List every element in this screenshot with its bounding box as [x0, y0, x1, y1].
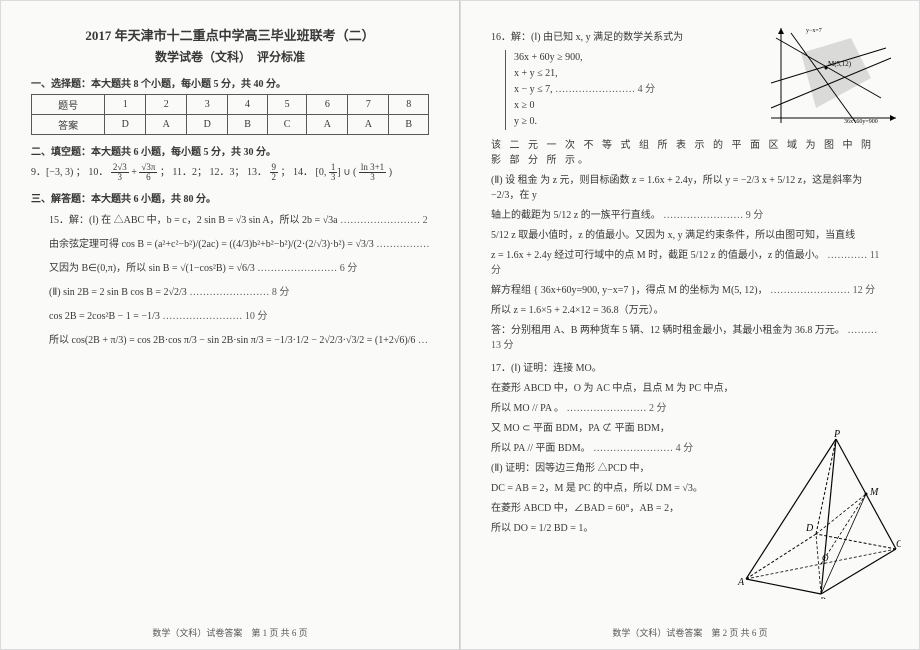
q15-l1: 由余弦定理可得 cos B = (a²+c²−b²)/(2ac) = ((4/3… [49, 236, 429, 253]
line-label: 36x+60y=900 [844, 119, 878, 125]
svg-text:A: A [737, 577, 745, 588]
table-row: 答案 D A D B C A A B [32, 115, 429, 135]
svg-text:P: P [833, 429, 840, 440]
q16-note: 该 二 元 一 次 不 等 式 组 所 表 示 的 平 面 区 域 为 图 中 … [491, 138, 889, 168]
svg-text:C: C [896, 539, 901, 550]
q16-l1: (Ⅱ) 设 租金 为 z 元，则目标函数 z = 1.6x + 2.4y，所以 … [491, 173, 889, 203]
page-2: 16．解：(Ⅰ) 由已知 x, y 满足的数学关系式为 M(5,12) y−x=… [460, 0, 920, 650]
page-footer: 数学（文科）试卷答案 第 1 页 共 6 页 [1, 626, 459, 639]
q16-l3: 5/12 z 取最小值时，z 的值最小。又因为 x, y 满足约束条件，所以由图… [491, 228, 889, 243]
q16-l4: z = 1.6x + 2.4y 经过可行域中的点 M 时，截距 5/12 z 的… [491, 248, 889, 278]
doc-subtitle: 数学试卷（文科） 评分标准 [31, 48, 429, 65]
lp-system: 36x + 60y ≥ 900, x + y ≤ 21, x − y ≤ 7, … [505, 50, 695, 130]
table-row: 题号 1 2 3 4 5 6 7 8 [32, 95, 429, 115]
q15-l4: cos 2B = 2cos²B − 1 = −1/3 …………………… 10 分 [49, 308, 429, 325]
row-label: 题号 [32, 95, 105, 115]
section3-heading: 三、解答题：本大题共 6 小题，共 80 分。 [31, 190, 429, 205]
q15-l5: 所以 cos(2B + π/3) = cos 2B·cos π/3 − sin … [49, 332, 429, 349]
page-footer: 数学（文科）试卷答案 第 2 页 共 6 页 [461, 626, 919, 639]
svg-text:O: O [822, 553, 829, 563]
q16-l5: 解方程组 { 36x+60y=900, y−x=7 }，得点 M 的坐标为 M(… [491, 283, 889, 298]
q17-l4: 所以 PA // 平面 BDM。 …………………… 4 分 [491, 441, 741, 456]
svg-text:D: D [805, 523, 814, 534]
q17-l5: (Ⅱ) 证明：因等边三角形 △PCD 中， [491, 461, 741, 476]
page-1: 2017 年天津市十二重点中学高三毕业班联考（二） 数学试卷（文科） 评分标准 … [0, 0, 460, 650]
q17-l2: 所以 MO // PA 。 …………………… 2 分 [491, 401, 741, 416]
q16-l2: 轴上的截距为 5/12 z 的一族平行直线。 …………………… 9 分 [491, 208, 889, 223]
q17-l3: 又 MO ⊂ 平面 BDM，PA ⊄ 平面 BDM， [491, 421, 741, 436]
q17-l6: DC = AB = 2，M 是 PC 的中点，所以 DM = √3。 [491, 481, 741, 496]
q17-l7: 在菱形 ABCD 中，∠BAD = 60°，AB = 2， [491, 501, 741, 516]
fill-answers: 9．[−3, 3) ； 10． 2√33 + √3π6 ； 11．2； 12．3… [31, 163, 429, 182]
q15-l3: (Ⅱ) sin 2B = 2 sin B cos B = 2√2/3 ……………… [49, 284, 429, 301]
section2-heading: 二、填空题：本大题共 6 小题，每小题 5 分，共 30 分。 [31, 143, 429, 158]
pt-label: M(5,12) [828, 60, 852, 68]
svg-text:B: B [820, 596, 826, 599]
linear-prog-diagram: M(5,12) y−x=7 36x+60y=900 [756, 23, 901, 133]
q17-l8: 所以 DO = 1/2 BD = 1。 [491, 521, 741, 536]
section1-heading: 一、选择题：本大题共 8 个小题，每小题 5 分，共 40 分。 [31, 75, 429, 90]
q16-l6: 所以 z = 1.6×5 + 2.4×12 = 36.8（万元）。 [491, 303, 889, 318]
line-label: y−x=7 [806, 28, 822, 34]
q15-l2: 又因为 B∈(0,π)，所以 sin B = √(1−cos²B) = √6/3… [49, 260, 429, 277]
q15-intro: 15．解：(Ⅰ) 在 △ABC 中，b = c，2 sin B = √3 sin… [49, 212, 429, 229]
svg-text:M: M [869, 487, 879, 498]
pyramid-diagram: P A B C D M O [736, 429, 901, 599]
q17-l1: 在菱形 ABCD 中，O 为 AC 中点，且点 M 为 PC 中点， [491, 381, 741, 396]
row-label: 答案 [32, 115, 105, 135]
answer-table: 题号 1 2 3 4 5 6 7 8 答案 D A D B C A A B [31, 94, 429, 135]
doc-title: 2017 年天津市十二重点中学高三毕业班联考（二） [31, 25, 429, 44]
q16-l7: 答：分别租用 A、B 两种货车 5 辆、12 辆时租金最小，其最小租金为 36.… [491, 323, 889, 353]
q17-head: 17．(Ⅰ) 证明：连接 MO。 [491, 361, 889, 376]
